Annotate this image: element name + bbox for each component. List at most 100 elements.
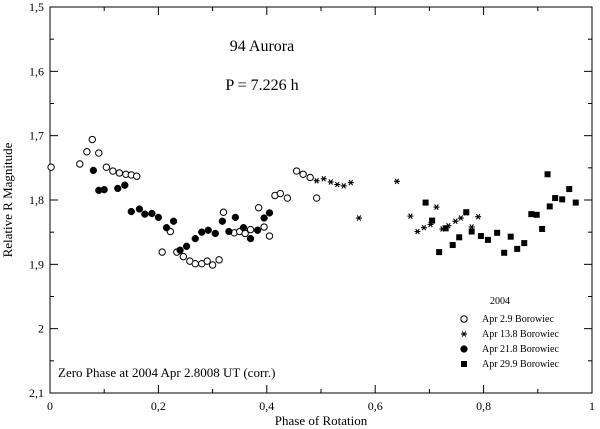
data-point-filled-square — [477, 233, 484, 240]
data-point-filled-circle — [121, 181, 129, 189]
data-point-filled-circle — [162, 224, 171, 232]
data-point-open-circle — [260, 223, 268, 231]
data-point-filled-circle — [182, 242, 191, 250]
data-point-filled-circle — [114, 184, 122, 193]
data-point-asterisk — [355, 215, 362, 221]
data-point-filled-circle — [246, 234, 255, 243]
data-point-filled-circle — [135, 205, 144, 213]
data-point-filled-square — [507, 233, 514, 240]
data-point-filled-circle — [239, 224, 248, 232]
y-tick-label: 2,1 — [29, 386, 44, 400]
data-point-filled-circle — [211, 229, 219, 238]
data-point-filled-square — [552, 195, 559, 202]
data-point-filled-square — [468, 228, 475, 235]
data-point-filled-square — [546, 203, 553, 210]
data-point-filled-circle — [265, 209, 274, 217]
data-point-open-circle — [306, 173, 314, 182]
legend-label: Apr 29.9 Borowiec — [482, 359, 559, 370]
data-point-open-circle — [254, 204, 263, 212]
y-tick-label: 1,7 — [29, 129, 44, 143]
data-point-asterisk — [407, 213, 414, 219]
data-point-filled-square — [456, 234, 463, 241]
data-point-open-circle — [133, 172, 141, 180]
data-point-filled-circle — [89, 166, 98, 175]
data-point-open-circle — [109, 167, 117, 175]
y-tick-label: 1,5 — [29, 0, 44, 14]
data-point-filled-square — [494, 229, 501, 236]
series-filled-circle — [89, 166, 274, 254]
legend-label: Apr 13.8 Borowiec — [482, 329, 559, 340]
data-point-asterisk — [327, 179, 334, 185]
data-point-open-circle — [115, 169, 124, 177]
data-point-open-circle — [219, 208, 228, 216]
data-point-filled-circle — [176, 246, 184, 254]
data-point-filled-square — [544, 171, 551, 178]
data-point-filled-square — [572, 199, 579, 206]
x-tick-label: 0,6 — [368, 399, 383, 413]
legend-marker-open-circle — [460, 315, 468, 323]
y-tick-label: 1,8 — [29, 193, 44, 207]
series-asterisk — [313, 175, 482, 235]
data-point-open-circle — [76, 160, 84, 168]
data-point-filled-square — [422, 199, 429, 206]
legend-marker-filled-circle — [460, 345, 468, 353]
data-point-asterisk — [457, 215, 464, 221]
data-point-filled-square — [501, 249, 508, 256]
data-point-filled-square — [449, 242, 456, 249]
x-tick-label: 1 — [589, 399, 595, 413]
data-point-asterisk — [420, 224, 427, 231]
data-point-asterisk — [433, 204, 440, 210]
data-point-asterisk — [347, 179, 354, 186]
data-point-filled-circle — [218, 217, 227, 225]
y-tick-label: 1,9 — [29, 257, 44, 271]
data-point-filled-square — [533, 211, 540, 218]
data-point-filled-square — [528, 211, 535, 218]
data-point-filled-circle — [100, 186, 108, 194]
data-point-open-circle — [88, 135, 96, 144]
data-point-filled-square — [539, 225, 546, 232]
data-point-open-circle — [246, 225, 255, 234]
data-point-filled-square — [521, 240, 528, 247]
legend-label: Apr 21.8 Borowiec — [482, 344, 559, 355]
data-point-filled-circle — [204, 226, 212, 234]
data-point-filled-circle — [169, 217, 178, 225]
period-annotation: P = 7.226 h — [225, 77, 298, 94]
data-point-asterisk — [414, 228, 421, 235]
data-point-filled-circle — [141, 210, 149, 218]
x-axis-title: Phase of Rotation — [275, 413, 368, 428]
data-point-asterisk — [320, 175, 327, 182]
data-point-asterisk — [475, 213, 482, 220]
data-point-filled-circle — [253, 226, 262, 234]
data-point-filled-square — [559, 196, 566, 203]
data-point-open-circle — [191, 259, 199, 268]
y-tick-label: 2 — [38, 322, 44, 336]
object-annotation: 94 Aurora — [230, 38, 294, 55]
x-tick-label: 0 — [47, 399, 53, 413]
data-point-open-circle — [208, 261, 217, 269]
data-point-filled-square — [566, 186, 573, 193]
data-point-filled-circle — [191, 234, 199, 243]
data-point-filled-circle — [148, 209, 156, 218]
data-point-open-circle — [102, 163, 111, 171]
data-point-open-circle — [179, 252, 188, 261]
zero-phase-annotation: Zero Phase at 2004 Apr 2.8008 UT (corr.) — [58, 365, 275, 380]
data-point-open-circle — [95, 149, 103, 157]
data-point-open-circle — [215, 256, 223, 264]
data-point-filled-circle — [231, 213, 240, 222]
legend: 2004 Apr 2.9 Borowiec Apr 13.8 Borowiec Ap… — [460, 296, 559, 370]
legend-marker-filled-square — [461, 361, 467, 367]
data-point-filled-circle — [154, 213, 163, 222]
data-point-filled-circle — [260, 214, 268, 222]
series-filled-square — [422, 171, 579, 256]
x-tick-label: 0,2 — [151, 399, 166, 413]
y-axis-title: Relative R Magnitude — [0, 142, 15, 257]
data-point-open-circle — [265, 232, 274, 240]
data-point-filled-square — [436, 249, 443, 256]
data-point-open-circle — [83, 148, 91, 156]
data-point-open-circle — [276, 189, 285, 198]
data-point-filled-square — [514, 245, 521, 252]
data-point-open-circle — [292, 167, 301, 175]
data-point-open-circle — [299, 170, 307, 178]
data-point-filled-circle — [127, 207, 135, 216]
